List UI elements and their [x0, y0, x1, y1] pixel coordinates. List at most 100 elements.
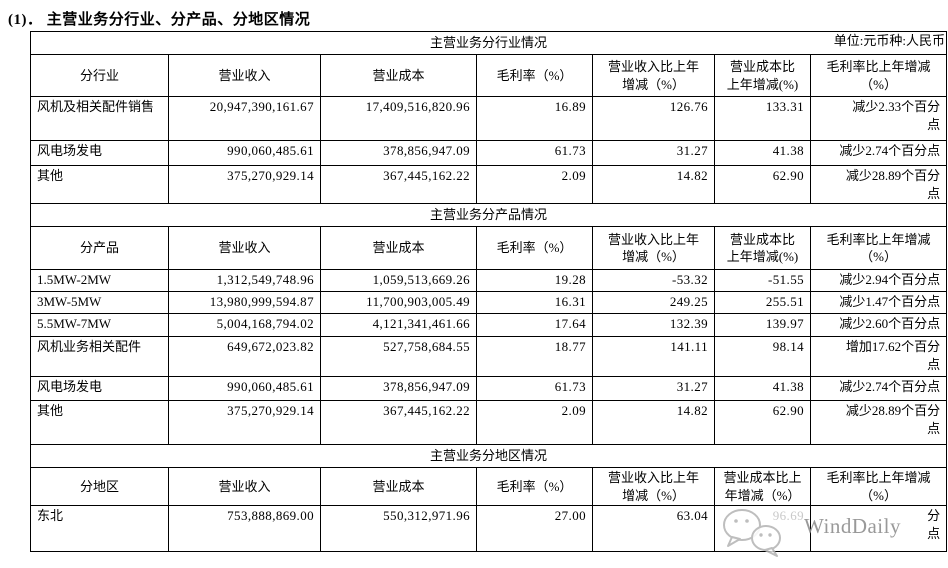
cell-cost: 527,758,684.55	[320, 336, 477, 378]
table-row: 3MW-5MW 13,980,999,594.87 11,700,903,005…	[30, 291, 948, 315]
table-caption: 主营业务分地区情况	[29, 444, 948, 469]
cell-cost-change-obscured: 96.69	[714, 505, 811, 553]
cell-margin-change: 减少2.33个百分 点	[809, 96, 948, 141]
cell-cost-change: 62.90	[714, 400, 811, 446]
table-row: 1.5MW-2MW 1,312,549,748.96 1,059,513,669…	[30, 269, 948, 293]
table-row: 风电场发电 990,060,485.61 378,856,947.09 61.7…	[30, 140, 948, 166]
cell-cost-change: 62.90	[714, 164, 811, 205]
col-header-margin-change: 毛利率比上年增减 （%）	[809, 226, 948, 271]
cell-cost-change: 133.31	[714, 96, 811, 141]
cell-revenue: 990,060,485.61	[168, 376, 321, 402]
col-header-cost: 营业成本	[320, 467, 477, 507]
cell-cost: 11,700,903,005.49	[320, 291, 477, 315]
cell-cost-change: 41.38	[714, 140, 811, 166]
header-row: 分地区 营业收入 营业成本 毛利率（%） 营业收入比上年 增减（%） 营业成本比…	[30, 467, 948, 507]
header-row: 分产品 营业收入 营业成本 毛利率（%） 营业收入比上年 增减（%） 营业成本比…	[30, 226, 948, 271]
cell-revenue-change: -53.32	[592, 269, 715, 293]
cell-cost-change: -51.55	[714, 269, 811, 293]
cell-cost: 550,312,971.96	[320, 505, 477, 553]
col-header-revenue-change: 营业收入比上年 增减（%）	[592, 54, 715, 97]
cell-cost: 367,445,162.22	[320, 164, 477, 205]
table-by-region: 主营业务分地区情况 分地区 营业收入 营业成本 毛利率（%） 营业收入比上年 增…	[29, 444, 948, 553]
cell-revenue: 753,888,869.00	[168, 505, 321, 553]
col-header-margin: 毛利率（%）	[476, 54, 593, 97]
cell-category: 其他	[30, 164, 169, 205]
table-caption: 主营业务分产品情况	[29, 203, 948, 228]
cell-revenue: 375,270,929.14	[168, 400, 321, 446]
cell-margin: 2.09	[476, 164, 593, 205]
col-header-cost: 营业成本	[320, 54, 477, 97]
cell-margin-change: 减少28.89个百分 点	[809, 400, 948, 446]
cell-revenue-change: 141.11	[592, 336, 715, 378]
table-caption-row: 主营业务分产品情况	[29, 203, 948, 228]
cell-cost-change: 255.51	[714, 291, 811, 315]
table-row: 东北 753,888,869.00 550,312,971.96 27.00 6…	[30, 505, 948, 553]
cell-cost: 4,121,341,461.66	[320, 313, 477, 338]
col-header-cost-change: 营业成本比上 年增减（%）	[714, 467, 811, 507]
table-row: 风机及相关配件销售 20,947,390,161.67 17,409,516,8…	[30, 96, 948, 141]
cell-cost: 378,856,947.09	[320, 140, 477, 166]
table-row: 其他 375,270,929.14 367,445,162.22 2.09 14…	[30, 164, 948, 205]
table-by-industry: 主营业务分行业情况 分行业 营业收入 营业成本 毛利率（%） 营业收入比上年 增…	[29, 31, 948, 205]
cell-margin-change: 减少2.60个百分点	[809, 313, 948, 338]
cell-margin: 17.64	[476, 313, 593, 338]
table-row: 其他 375,270,929.14 367,445,162.22 2.09 14…	[30, 400, 948, 446]
cell-cost: 1,059,513,669.26	[320, 269, 477, 293]
cell-category: 1.5MW-2MW	[30, 269, 169, 293]
cell-margin: 61.73	[476, 376, 593, 402]
col-header-margin-change: 毛利率比上年增减 （%）	[809, 54, 948, 97]
table-caption-row: 主营业务分地区情况	[29, 444, 948, 469]
cell-margin-change: 增加17.62个百分 点	[809, 336, 948, 378]
cell-margin-change: 减少28.89个百分 点	[809, 164, 948, 205]
cell-category: 风电场发电	[30, 376, 169, 402]
cell-revenue-change: 14.82	[592, 400, 715, 446]
cell-revenue-change: 14.82	[592, 164, 715, 205]
cell-revenue-change: 132.39	[592, 313, 715, 338]
cell-margin-change-obscured: 分 点	[809, 505, 948, 553]
cell-category: 风电场发电	[30, 140, 169, 166]
col-header-cost-change: 营业成本比 上年增减(%)	[714, 226, 811, 271]
cell-margin: 27.00	[476, 505, 593, 553]
cell-margin-change: 减少2.74个百分点	[809, 140, 948, 166]
col-header-revenue: 营业收入	[168, 54, 321, 97]
col-header-margin: 毛利率（%）	[476, 467, 593, 507]
cell-cost-change: 98.14	[714, 336, 811, 378]
header-row: 分行业 营业收入 营业成本 毛利率（%） 营业收入比上年 增减（%） 营业成本比…	[30, 54, 948, 97]
col-header-category: 分地区	[30, 467, 169, 507]
cell-revenue: 13,980,999,594.87	[168, 291, 321, 315]
cell-margin: 18.77	[476, 336, 593, 378]
cell-revenue-change: 126.76	[592, 96, 715, 141]
cell-revenue: 5,004,168,794.02	[168, 313, 321, 338]
col-header-revenue-change: 营业收入比上年 增减（%）	[592, 467, 715, 507]
col-header-margin-change: 毛利率比上年增减 （%）	[809, 467, 948, 507]
table-caption: 主营业务分行业情况	[29, 31, 948, 55]
col-header-revenue: 营业收入	[168, 226, 321, 271]
col-header-category: 分产品	[30, 226, 169, 271]
cell-margin: 2.09	[476, 400, 593, 446]
col-header-cost: 营业成本	[320, 226, 477, 271]
cell-revenue-change: 63.04	[592, 505, 715, 553]
col-header-category: 分行业	[30, 54, 169, 97]
cell-revenue: 20,947,390,161.67	[168, 96, 321, 141]
cell-margin-change: 减少2.94个百分点	[809, 269, 948, 293]
table-by-product: 主营业务分产品情况 分产品 营业收入 营业成本 毛利率（%） 营业收入比上年 增…	[29, 203, 948, 446]
table-row: 风机业务相关配件 649,672,023.82 527,758,684.55 1…	[30, 336, 948, 378]
cell-margin: 19.28	[476, 269, 593, 293]
cell-category: 其他	[30, 400, 169, 446]
cell-revenue: 649,672,023.82	[168, 336, 321, 378]
col-header-margin: 毛利率（%）	[476, 226, 593, 271]
cell-cost: 17,409,516,820.96	[320, 96, 477, 141]
cell-cost-change: 139.97	[714, 313, 811, 338]
cell-margin: 61.73	[476, 140, 593, 166]
cell-cost: 378,856,947.09	[320, 376, 477, 402]
col-header-revenue: 营业收入	[168, 467, 321, 507]
cell-margin: 16.89	[476, 96, 593, 141]
cell-margin-change: 减少1.47个百分点	[809, 291, 948, 315]
col-header-revenue-change: 营业收入比上年 增减（%）	[592, 226, 715, 271]
cell-category: 风机业务相关配件	[30, 336, 169, 378]
section-title: (1)． 主营业务分行业、分产品、分地区情况	[8, 12, 311, 28]
table-row: 风电场发电 990,060,485.61 378,856,947.09 61.7…	[30, 376, 948, 402]
cell-revenue-change: 31.27	[592, 140, 715, 166]
col-header-cost-change: 营业成本比 上年增减(%)	[714, 54, 811, 97]
cell-revenue: 990,060,485.61	[168, 140, 321, 166]
